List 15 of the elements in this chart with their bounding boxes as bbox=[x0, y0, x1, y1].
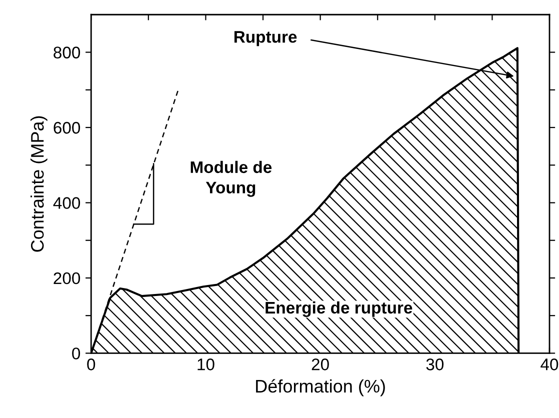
y-tick-label: 200 bbox=[54, 272, 80, 284]
annotation: Module de Young bbox=[190, 160, 272, 197]
annotation: Energie de rupture bbox=[266, 301, 412, 317]
y-tick-label: 800 bbox=[54, 46, 80, 58]
y-tick-label: 400 bbox=[53, 197, 80, 209]
x-axis-title: Déformation (%) bbox=[256, 379, 385, 396]
x-tick-label: 10 bbox=[198, 358, 214, 370]
annotation: Rupture bbox=[234, 31, 297, 46]
x-tick-label: 0 bbox=[87, 358, 96, 370]
y-tick-label: 0 bbox=[72, 348, 80, 360]
x-tick-label: 20 bbox=[312, 358, 329, 370]
y-tick-label: 600 bbox=[54, 122, 80, 134]
y-axis-title: Contrainte (MPa) bbox=[30, 116, 48, 252]
x-tick-label: 30 bbox=[426, 358, 444, 370]
x-tick-label: 40 bbox=[540, 358, 558, 370]
